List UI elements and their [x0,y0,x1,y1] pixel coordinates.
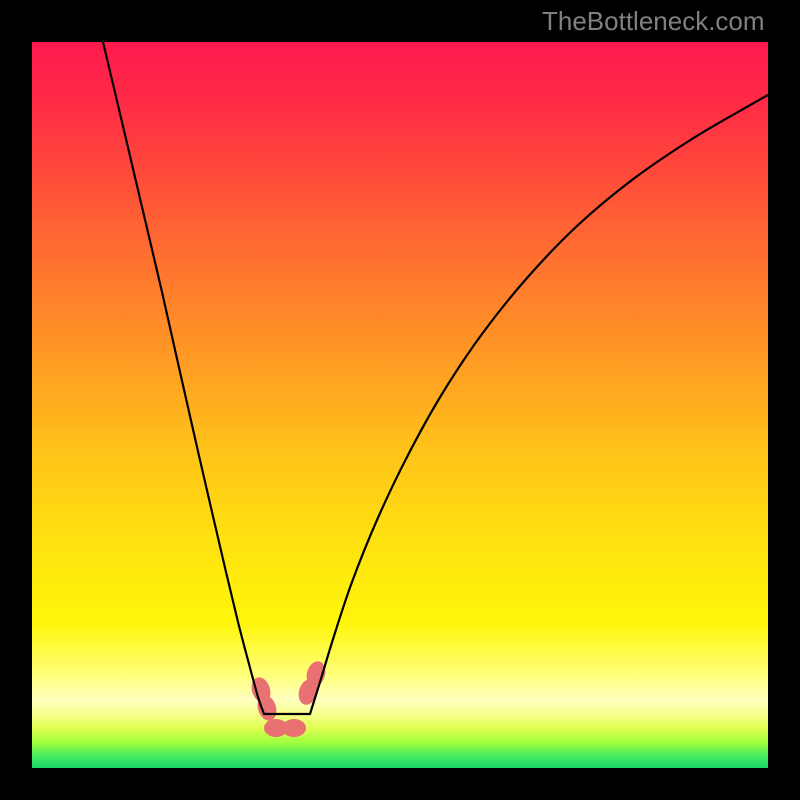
curve-left [103,42,264,714]
bottleneck-chart [32,42,768,768]
watermark-text: TheBottleneck.com [542,6,765,37]
plot-frame [32,42,768,768]
curve-right [310,95,768,714]
data-markers [248,659,328,737]
